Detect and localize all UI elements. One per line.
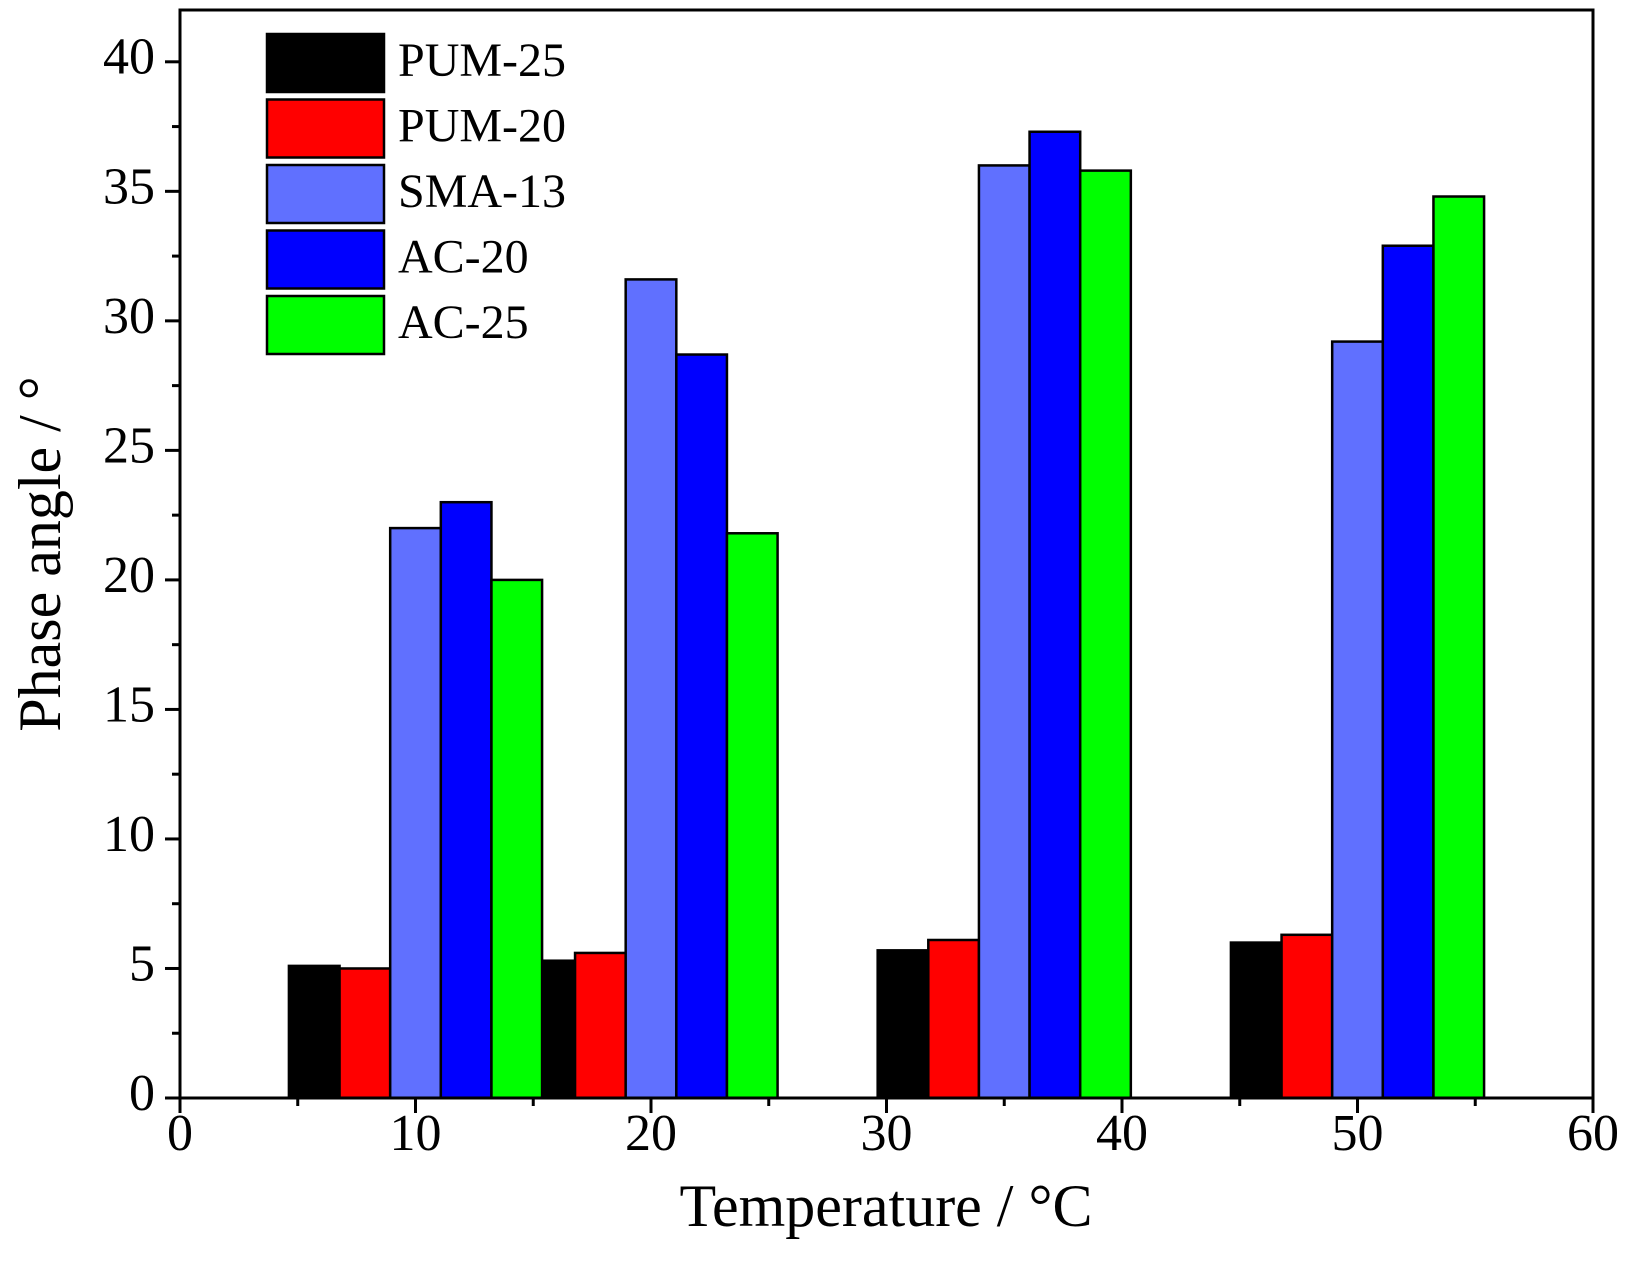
bar [1330,340,1385,1100]
bar [624,278,678,1100]
legend-swatch [265,98,386,159]
y-tick-label: 20 [103,547,155,604]
x-tick-label: 0 [167,1105,193,1162]
y-tick-label: 40 [103,29,155,86]
bar [439,500,493,1100]
y-axis-title: Phase angle / ° [7,376,73,732]
x-tick-label: 40 [1096,1105,1148,1162]
x-tick-label: 60 [1567,1105,1619,1162]
y-tick-label: 15 [103,676,155,733]
legend-label: PUM-20 [398,100,566,153]
bar [287,964,341,1100]
x-tick-label: 30 [861,1105,913,1162]
bar [675,353,729,1100]
legend-label: PUM-25 [398,34,566,87]
bar [1432,195,1486,1100]
bar [1280,933,1334,1100]
bar [977,164,1031,1100]
legend-swatch [265,32,386,94]
legend-label: SMA-13 [398,165,566,218]
legend-swatch [265,229,386,290]
bar [927,938,981,1100]
bar [876,949,930,1100]
y-tick-label: 5 [129,935,155,992]
bar [1078,169,1133,1100]
y-tick-label: 25 [103,417,155,474]
bar [573,951,627,1100]
bar [1381,244,1435,1100]
y-tick-label: 30 [103,288,155,345]
bar [1028,130,1082,1100]
bar [338,967,392,1100]
legend-label: AC-20 [398,231,529,284]
y-tick-label: 0 [129,1065,155,1122]
bar [388,526,443,1100]
x-tick-label: 50 [1332,1105,1384,1162]
bar [725,532,779,1100]
y-tick-label: 10 [103,806,155,863]
bar [1229,941,1283,1100]
legend-swatch [265,163,386,225]
legend-label: AC-25 [398,296,529,349]
x-tick-label: 20 [625,1105,677,1162]
x-tick-label: 10 [390,1105,442,1162]
x-axis-title: Temperature / °C [680,1173,1093,1239]
bar [490,578,544,1100]
legend-swatch [265,294,386,356]
y-tick-label: 35 [103,158,155,215]
